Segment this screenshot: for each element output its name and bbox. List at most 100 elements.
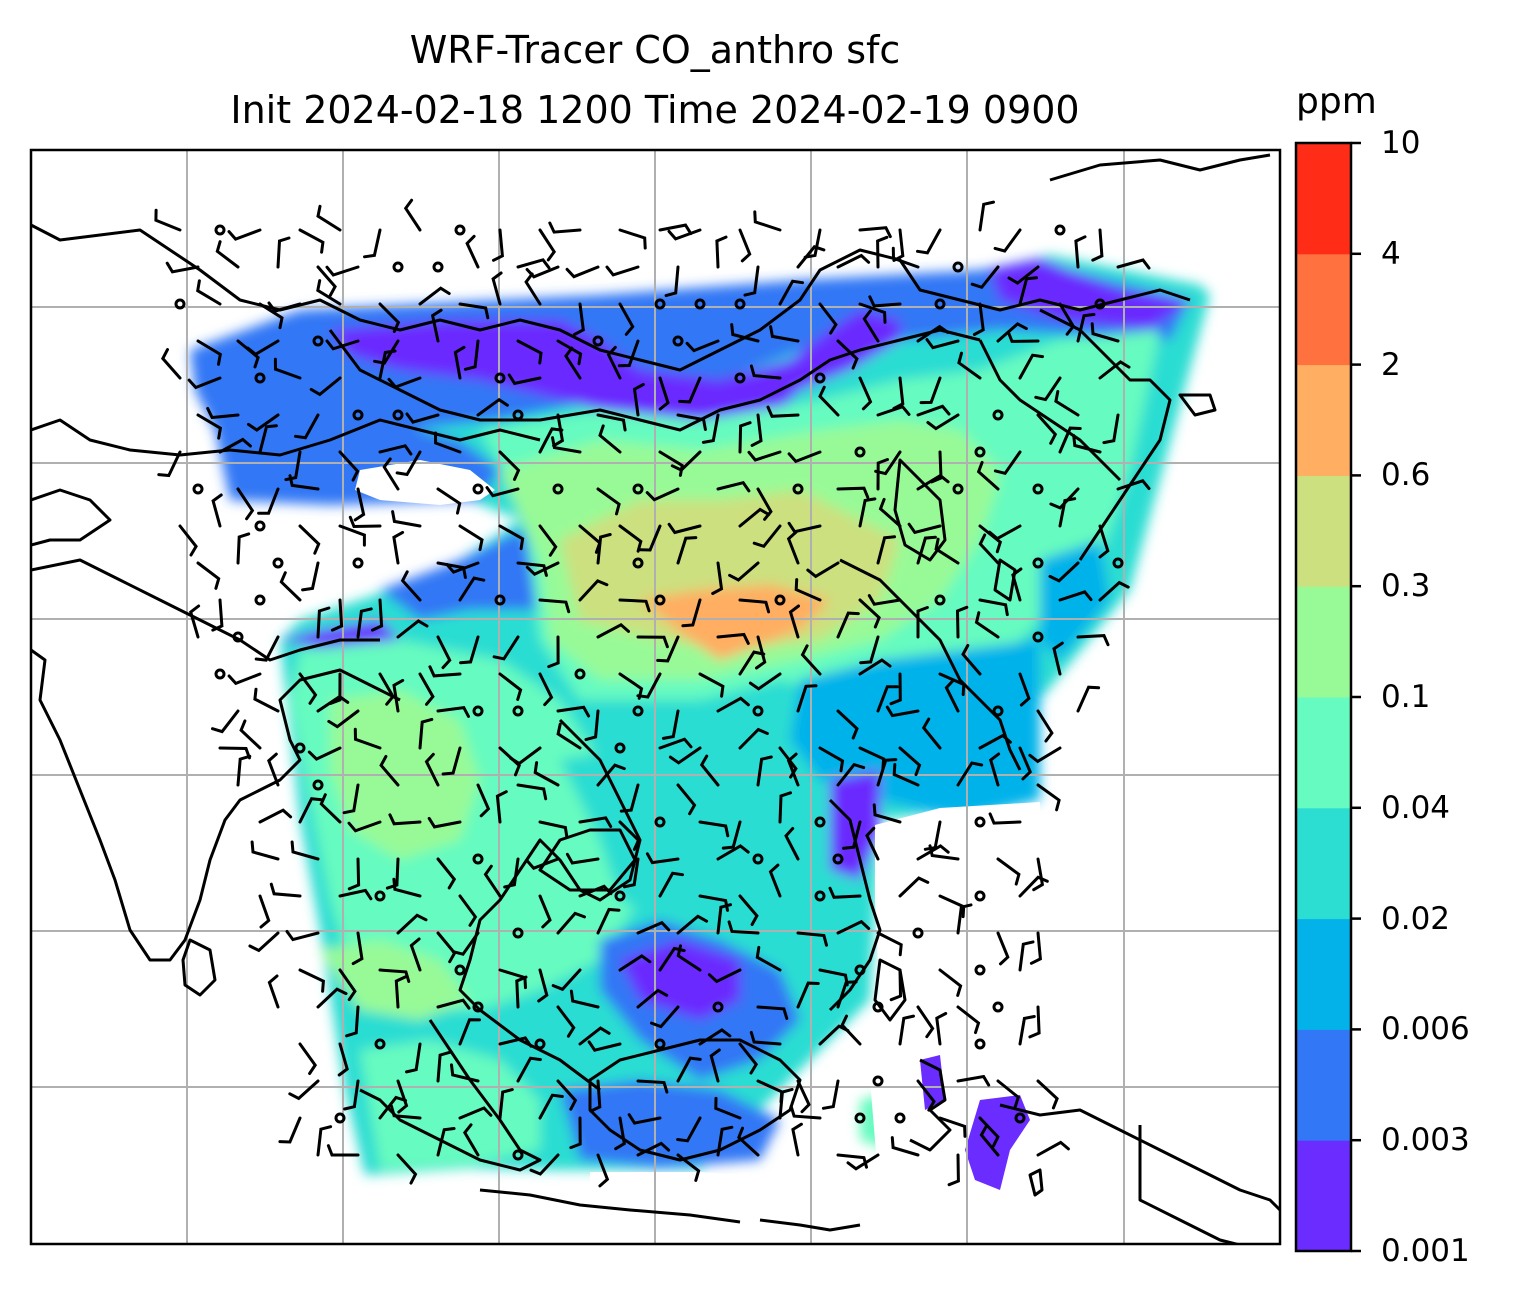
calm-wind-marker — [974, 890, 986, 902]
wind-barb — [707, 968, 742, 984]
wind-barb — [784, 827, 800, 861]
wind-barb — [436, 1127, 456, 1157]
wind-barb — [338, 968, 357, 1002]
wind-barb — [596, 907, 621, 935]
wind-barb — [916, 844, 950, 861]
wind-barb — [921, 717, 942, 750]
wind-barb — [458, 1018, 481, 1046]
wind-barb — [716, 903, 732, 935]
calm-wind-marker — [814, 890, 826, 902]
wind-barb — [436, 487, 462, 515]
wind-barb — [846, 1153, 880, 1171]
wind-barb — [248, 931, 280, 953]
wind-barb — [636, 988, 669, 1009]
wind-barb — [589, 1079, 602, 1113]
wind-barb — [716, 696, 750, 713]
wind-barb — [658, 223, 693, 236]
wind-barb — [257, 487, 280, 515]
wind-barb — [463, 339, 480, 371]
wind-barb — [957, 351, 982, 380]
wind-barb — [756, 755, 773, 787]
calm-wind-marker — [494, 594, 506, 606]
wind-barb — [972, 302, 985, 336]
wind-barb — [556, 1005, 576, 1038]
wind-barb — [211, 598, 224, 632]
wind-barb — [428, 665, 462, 678]
wind-barb — [842, 820, 862, 850]
calm-wind-marker — [312, 779, 324, 791]
wind-barb — [645, 487, 680, 502]
wind-barb — [1058, 302, 1076, 336]
wind-barb — [1091, 228, 1104, 262]
wind-barb — [892, 376, 905, 410]
wind-barb — [661, 709, 680, 740]
wind-barb — [267, 301, 302, 313]
wind-barb — [485, 486, 520, 498]
wind-barb — [618, 302, 635, 336]
wind-barb — [578, 1026, 611, 1046]
wind-barb — [676, 944, 702, 972]
wind-barb — [638, 524, 662, 552]
wind-barb — [1074, 235, 1087, 269]
wind-barb — [525, 265, 560, 279]
wind-barb — [935, 1012, 948, 1046]
wind-barb — [483, 864, 502, 898]
wind-barb — [436, 998, 471, 1010]
calm-wind-marker — [294, 742, 306, 754]
calm-wind-marker — [392, 409, 404, 421]
wind-barb — [978, 733, 1012, 750]
calm-wind-marker — [592, 335, 604, 347]
wind-barb — [664, 265, 680, 298]
wind-barb — [427, 816, 462, 829]
calm-wind-marker — [472, 483, 484, 495]
wind-barb — [458, 524, 484, 552]
wind-barb — [898, 746, 922, 777]
wind-barb — [668, 746, 702, 765]
calm-wind-marker — [254, 594, 266, 606]
calm-wind-marker — [192, 483, 204, 495]
wind-barb — [279, 571, 302, 602]
calm-wind-marker — [352, 409, 364, 421]
wind-barb — [876, 685, 899, 713]
calm-wind-marker — [632, 483, 644, 495]
wind-barb — [976, 460, 1000, 491]
wind-barb — [1007, 265, 1040, 285]
wind-barb — [325, 265, 360, 277]
wind-barb — [1116, 258, 1151, 270]
calm-wind-marker — [712, 1001, 724, 1013]
wind-barb — [288, 474, 320, 491]
wind-barb — [392, 530, 405, 565]
wind-barb — [247, 413, 280, 432]
colorbar-tick-label: 2 — [1381, 346, 1401, 383]
wind-barb — [326, 1144, 360, 1157]
wind-barb — [753, 210, 782, 232]
wind-barb — [978, 598, 1009, 617]
wind-barb — [978, 524, 1003, 554]
wind-barb — [867, 594, 902, 606]
wind-barb — [1018, 353, 1044, 380]
wind-barb — [1054, 390, 1080, 417]
wind-barb — [865, 826, 880, 861]
wind-barb — [236, 339, 260, 369]
wind-barb — [678, 376, 702, 404]
calm-wind-marker — [232, 631, 244, 643]
wind-barb — [925, 338, 960, 350]
wind-barb — [538, 598, 571, 614]
wind-barb — [342, 783, 360, 815]
wind-barb — [353, 727, 382, 750]
wind-barb — [409, 937, 422, 972]
wind-barb — [818, 746, 845, 773]
wind-barb — [330, 598, 344, 632]
colorbar-segment — [1296, 475, 1351, 587]
wind-barb — [436, 1050, 452, 1083]
colorbar-segment — [1296, 918, 1351, 1030]
wind-barb — [858, 376, 873, 411]
wind-barb — [533, 761, 560, 787]
calm-wind-marker — [694, 298, 706, 310]
wind-barb — [353, 487, 366, 522]
wind-barb — [890, 1136, 920, 1157]
wind-barb — [556, 1079, 578, 1111]
wind-barb — [1011, 567, 1023, 602]
wind-barb — [786, 530, 800, 565]
